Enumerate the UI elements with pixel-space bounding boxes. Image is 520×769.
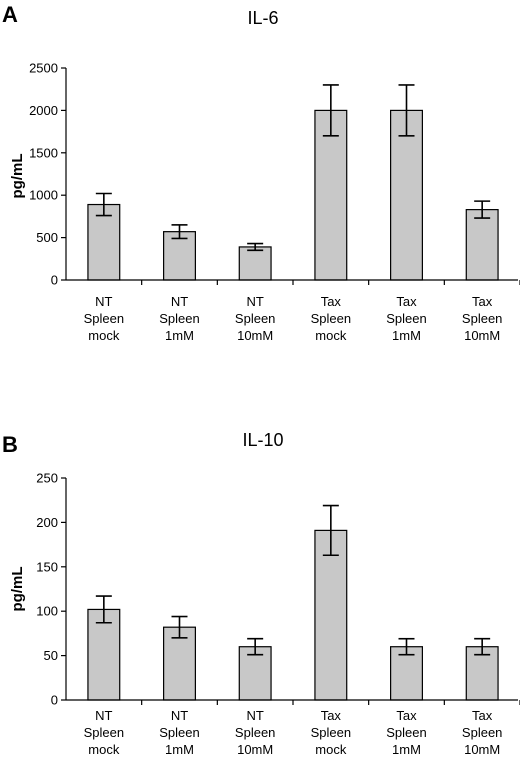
y-tick-label: 0 — [51, 273, 58, 288]
category-labels: NT Spleen mock NT Spleen 1mM NT Spleen 10mM Tax Sp… — [84, 294, 503, 343]
y-tick-label: 250 — [36, 471, 58, 486]
panel-letter: A — [2, 2, 18, 27]
y-axis-label: pg/mL — [9, 154, 26, 199]
y-tick-label: 0 — [51, 693, 58, 708]
error-bar — [322, 84, 339, 137]
panel-b: B IL-10 pg/mL 0 50 100 150 200 250 NT Spleen mo… — [2, 430, 520, 757]
category-label: 10mM — [464, 328, 500, 343]
category-labels: NT Spleen mock NT Spleen 1mM NT Spleen 10mM Tax Sp… — [84, 708, 503, 757]
category-label: Spleen — [386, 311, 426, 326]
category-label: 1mM — [165, 328, 194, 343]
category-label: Spleen — [84, 311, 124, 326]
category-label: Spleen — [462, 725, 502, 740]
y-tick-label: 100 — [36, 604, 58, 619]
error-bar — [171, 615, 188, 639]
error-bar — [171, 224, 188, 240]
category-label: NT — [95, 708, 112, 723]
error-bars — [95, 84, 491, 252]
y-ticks: 0 500 1000 1500 2000 2500 — [29, 61, 520, 288]
category-label: 1mM — [165, 742, 194, 757]
y-tick-label: 200 — [36, 515, 58, 530]
bar — [163, 231, 196, 281]
y-ticks: 0 50 100 150 200 250 — [36, 471, 520, 708]
category-label: Spleen — [311, 725, 351, 740]
category-label: Tax — [396, 708, 417, 723]
y-tick-label: 500 — [36, 230, 58, 245]
chart-title: IL-6 — [247, 8, 278, 28]
bar — [163, 626, 196, 701]
category-label: Tax — [321, 708, 342, 723]
category-label: mock — [315, 742, 347, 757]
category-label: Spleen — [462, 311, 502, 326]
error-bar — [474, 637, 491, 656]
category-label: Spleen — [84, 725, 124, 740]
category-label: Spleen — [235, 725, 275, 740]
y-axis-label: pg/mL — [9, 567, 26, 612]
category-label: 10mM — [237, 742, 273, 757]
bars — [87, 529, 499, 701]
category-label: NT — [171, 294, 188, 309]
category-label: 10mM — [237, 328, 273, 343]
category-label: Tax — [321, 294, 342, 309]
error-bar — [398, 84, 415, 137]
category-label: NT — [95, 294, 112, 309]
error-bars — [95, 504, 491, 656]
y-tick-label: 150 — [36, 559, 58, 574]
category-label: 10mM — [464, 742, 500, 757]
bar — [87, 203, 121, 281]
bars — [87, 109, 499, 281]
bar — [314, 109, 348, 281]
y-tick-label: 50 — [44, 648, 58, 663]
panel-letter: B — [2, 432, 18, 457]
category-label: Spleen — [386, 725, 426, 740]
bar — [238, 246, 272, 281]
error-bar — [247, 637, 264, 656]
category-label: Spleen — [159, 725, 199, 740]
error-bar — [95, 595, 112, 624]
panel-a: A IL-6 pg/mL 0 500 1000 1500 2000 2500 NT Sple… — [2, 2, 520, 343]
category-label: Spleen — [311, 311, 351, 326]
category-label: mock — [88, 742, 120, 757]
category-label: NT — [246, 294, 263, 309]
bar — [87, 608, 121, 701]
error-bar — [95, 192, 112, 217]
chart-title: IL-10 — [242, 430, 283, 450]
category-label: Tax — [396, 294, 417, 309]
y-tick-label: 1000 — [29, 188, 58, 203]
y-tick-label: 2000 — [29, 103, 58, 118]
category-label: NT — [171, 708, 188, 723]
error-bar — [398, 637, 415, 656]
bar — [238, 646, 272, 701]
category-label: mock — [88, 328, 120, 343]
bar — [465, 209, 499, 281]
category-label: Tax — [472, 294, 493, 309]
category-label: Spleen — [159, 311, 199, 326]
category-label: Tax — [472, 708, 493, 723]
category-label: 1mM — [392, 328, 421, 343]
y-tick-label: 2500 — [29, 61, 58, 76]
error-bar — [322, 504, 339, 557]
y-tick-label: 1500 — [29, 145, 58, 160]
error-bar — [474, 200, 491, 219]
error-bar — [247, 242, 264, 252]
category-label: 1mM — [392, 742, 421, 757]
category-label: mock — [315, 328, 347, 343]
category-label: Spleen — [235, 311, 275, 326]
category-label: NT — [246, 708, 263, 723]
